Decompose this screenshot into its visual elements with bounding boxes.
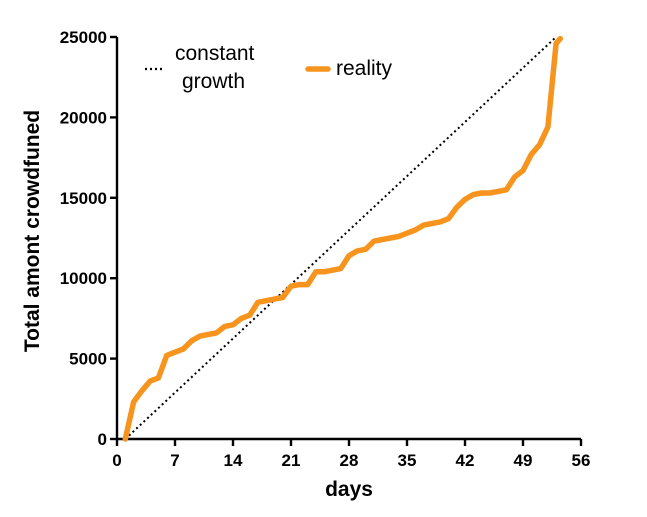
x-tick-label-21: 21 [282,451,301,470]
legend-label-constant-line-1: constant [175,42,255,65]
y-tick-label-5000: 5000 [69,350,107,369]
x-tick-label-14: 14 [224,451,243,470]
x-tick-label-0: 0 [112,451,121,470]
y-tick-label-25000: 25000 [60,28,107,47]
x-tick-label-7: 7 [170,451,179,470]
series-line-reality [122,35,564,442]
y-axis-label: Total amont crowdfuned [21,110,44,352]
y-tick-label-10000: 10000 [60,269,107,288]
x-ticks: 0 7 14 21 28 35 42 49 56 [112,439,590,470]
y-tick-label-0: 0 [98,430,107,449]
series-layer [122,35,564,442]
axes [115,37,581,441]
y-tick-label-15000: 15000 [60,189,107,208]
x-tick-label-42: 42 [456,451,475,470]
legend-label-constant-line-2: growth [182,70,245,93]
y-ticks: 0 5000 10000 15000 20000 25000 [60,28,117,449]
series-line-constant-growth [124,36,557,440]
x-tick-label-56: 56 [572,451,591,470]
x-tick-label-28: 28 [340,451,359,470]
y-tick-label-20000: 20000 [60,108,107,127]
x-axis-label: days [325,478,373,501]
x-tick-label-35: 35 [398,451,417,470]
legend-label-reality: reality [336,57,393,80]
legend: constant growth reality [145,42,393,93]
x-tick-label-49: 49 [514,451,533,470]
